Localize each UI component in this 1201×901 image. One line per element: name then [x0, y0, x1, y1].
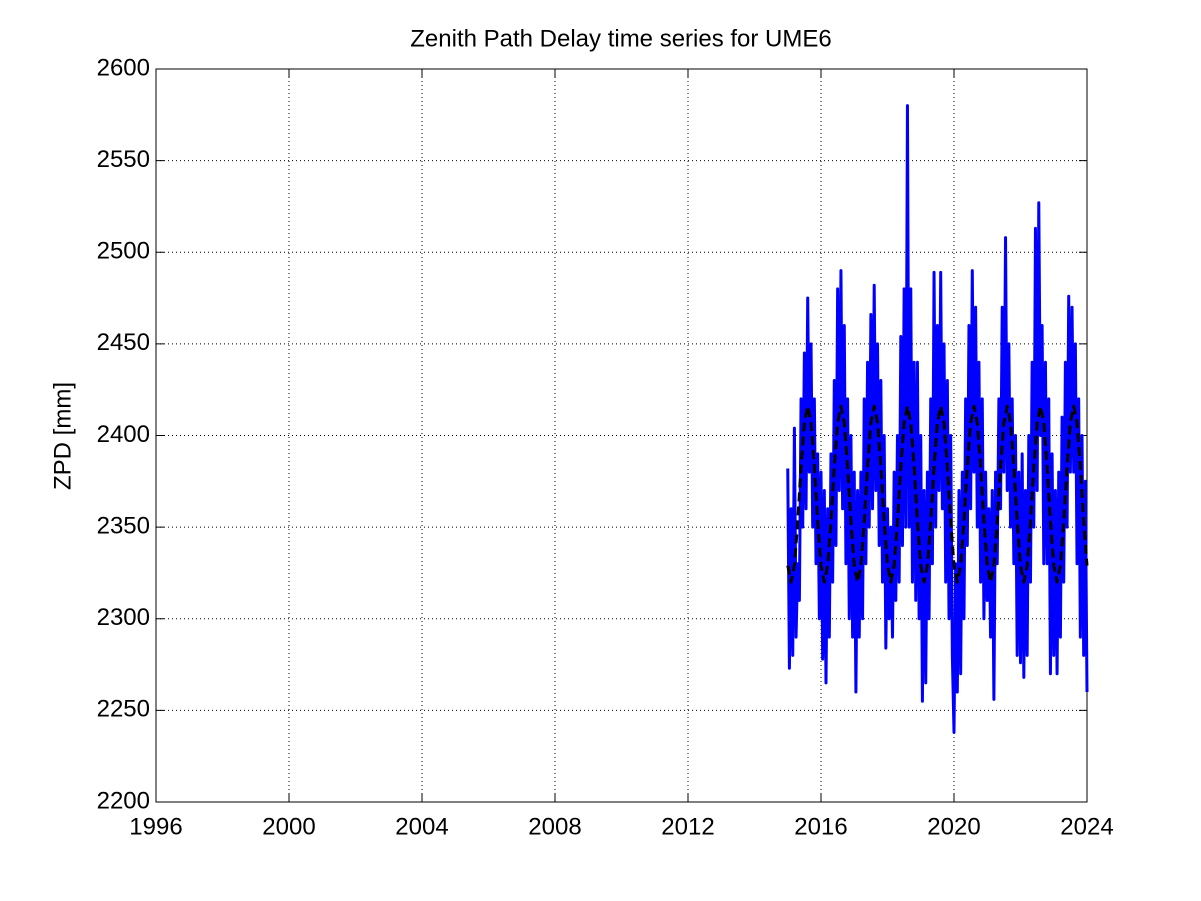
x-tick-label: 2012 [661, 813, 714, 840]
x-tick-label: 2020 [927, 813, 980, 840]
x-tick-label: 2008 [528, 813, 581, 840]
y-tick-label: 2300 [97, 604, 150, 631]
x-tick-label: 2024 [1060, 813, 1113, 840]
x-tick-label: 2016 [794, 813, 847, 840]
y-tick-label: 2400 [97, 421, 150, 448]
series-line [786, 404, 1089, 584]
y-tick-label: 2550 [97, 146, 150, 173]
x-tick-label: 2004 [395, 813, 448, 840]
x-tick-label: 1996 [129, 813, 182, 840]
series-line [786, 104, 1089, 734]
plot-frame [155, 68, 1088, 803]
y-tick-label: 2500 [97, 238, 150, 265]
y-tick-label: 2600 [97, 54, 150, 81]
y-tick-label: 2200 [97, 787, 150, 814]
y-axis-label: ZPD [mm] [49, 382, 76, 490]
y-tick-label: 2350 [97, 512, 150, 539]
y-tick-label: 2450 [97, 329, 150, 356]
chart-title: Zenith Path Delay time series for UME6 [410, 25, 832, 52]
y-tick-label: 2250 [97, 696, 150, 723]
x-tick-label: 2000 [262, 813, 315, 840]
